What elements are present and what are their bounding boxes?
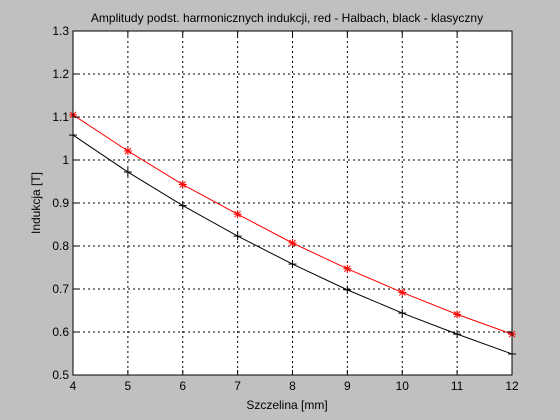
chart-title: Amplitudy podst. harmonicznych indukcji,…: [91, 11, 483, 25]
marker-stroke: [234, 210, 241, 218]
data-point: [288, 260, 297, 269]
marker-stroke: [179, 181, 187, 188]
data-point: [123, 168, 132, 177]
y-axis-ticks: 0.5 0.6 0.7 0.8 0.9 1 1.1 1.2 1.3: [52, 24, 512, 382]
x-tick-label: 4: [70, 379, 77, 393]
x-tick-label: 10: [396, 379, 410, 393]
marker-stroke: [344, 265, 351, 273]
data-point: [178, 201, 187, 210]
marker-stroke: [453, 311, 461, 318]
y-tick-label: 1: [62, 153, 69, 167]
y-tick-label: 0.8: [52, 239, 69, 253]
y-axis-label: Indukcja [T]: [29, 172, 43, 234]
x-tick-label: 5: [125, 379, 132, 393]
marker-stroke: [289, 239, 296, 247]
marker-stroke: [124, 147, 132, 155]
y-tick-label: 1.3: [52, 24, 69, 38]
data-point: [343, 285, 352, 294]
x-tick-label: 11: [451, 379, 464, 393]
data-point: [343, 264, 352, 273]
data-point: [453, 310, 462, 319]
data-point: [123, 146, 132, 155]
y-tick-label: 0.9: [52, 196, 69, 210]
x-axis-label: Szczelina [mm]: [246, 398, 327, 412]
y-tick-label: 1.2: [52, 67, 69, 81]
data-point: [288, 238, 297, 247]
grid-lines: [73, 31, 512, 375]
y-tick-label: 0.7: [52, 282, 69, 296]
data-point: [178, 180, 187, 189]
data-point: [398, 288, 407, 297]
x-tick-label: 6: [179, 379, 186, 393]
x-axis-ticks: 4 5 6 7 8 9 10 11 12: [70, 31, 519, 393]
data-point: [453, 330, 462, 339]
x-tick-label: 9: [344, 379, 351, 393]
x-tick-label: 8: [289, 379, 296, 393]
marker-stroke: [398, 289, 406, 296]
y-tick-label: 0.6: [52, 325, 69, 339]
x-tick-label: 12: [505, 379, 519, 393]
data-point: [398, 309, 407, 318]
data-point: [233, 210, 242, 219]
y-tick-label: 1.1: [52, 110, 69, 124]
data-point: [233, 232, 242, 241]
x-tick-label: 7: [234, 379, 241, 393]
y-tick-label: 0.5: [52, 368, 69, 382]
